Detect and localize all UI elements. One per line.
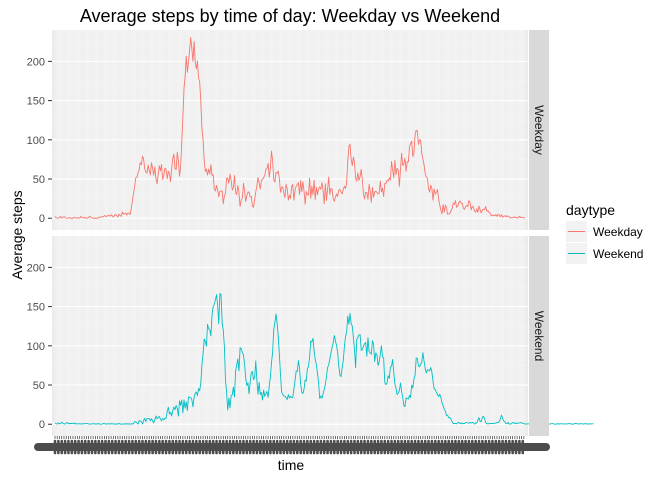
legend: daytype Weekday Weekend [566,202,643,264]
legend-entry-weekday: Weekday [566,221,643,242]
x-axis [34,436,550,455]
y-axis-ticks: 0 50 100 150 200 0 50 100 150 200 [27,56,52,431]
facet-panel-weekday: Weekday [52,30,549,230]
chart-title: Average steps by time of day: Weekday vs… [80,6,500,26]
legend-label: Weekday [593,225,643,239]
x-tick-marks [54,436,525,439]
horizontal-minor-grid [52,247,528,405]
horizontal-minor-grid [52,41,528,199]
facet-strip [529,30,549,230]
facet-strip-label: Weekday [532,105,546,155]
facet-panel-weekend: Weekend [52,236,594,436]
y-tick-label: 50 [33,380,45,392]
y-tick-label: 100 [27,341,45,353]
series-line-weekday [54,37,526,219]
vertical-grid [54,30,526,230]
series-line-weekend [54,293,594,425]
y-tick-label: 150 [27,96,45,108]
facet-panels: Weekday Weekend [52,30,594,436]
x-axis-title: time [278,457,305,473]
y-tick-label: 200 [27,56,45,68]
vertical-grid [54,236,526,436]
y-axis-title: Average steps [9,190,25,279]
legend-title: daytype [566,202,615,218]
y-tick-label: 0 [39,213,45,225]
y-tick-label: 150 [27,302,45,314]
y-tick-label: 50 [33,174,45,186]
legend-entry-weekend: Weekend [566,243,643,264]
y-tick-label: 0 [39,419,45,431]
facet-strip [529,236,549,436]
x-tick-labels-band [34,443,550,451]
y-tick-label: 100 [27,135,45,147]
y-tick-label: 200 [27,262,45,274]
facet-strip-label: Weekend [532,311,546,361]
legend-label: Weekend [593,247,643,261]
